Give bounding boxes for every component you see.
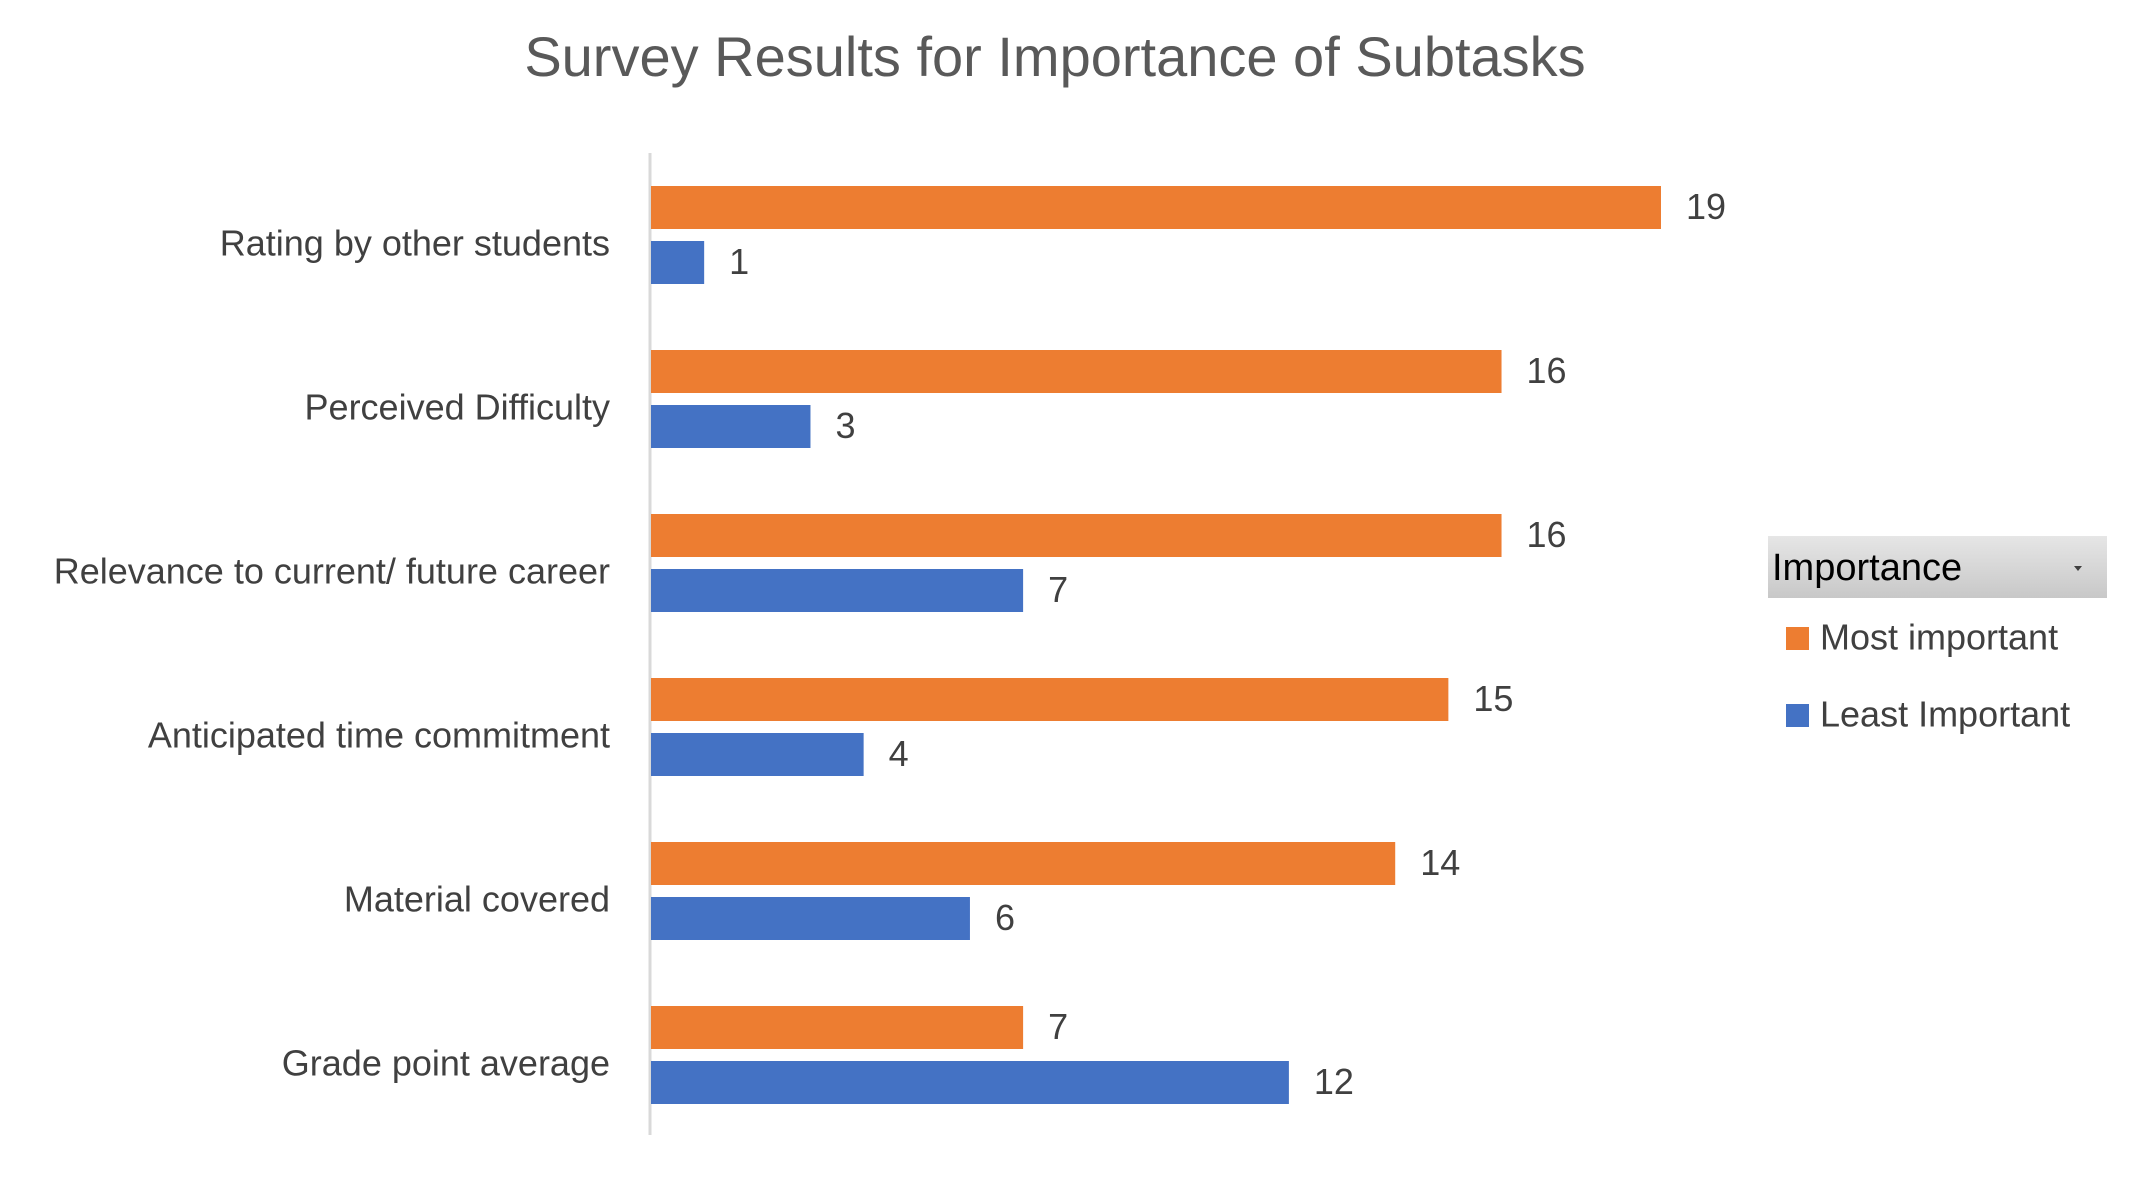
data-label: 16 [1527,350,1567,391]
bar-most-important[interactable] [651,514,1502,557]
legend-label-most-important[interactable]: Most important [1820,617,2058,658]
data-label: 12 [1314,1061,1354,1102]
bar-least-important[interactable] [651,733,864,776]
bar-least-important[interactable] [651,241,705,284]
chart-title: Survey Results for Importance of Subtask… [524,25,1585,88]
legend-swatch-most-important [1786,627,1809,650]
data-label: 3 [835,405,855,446]
labels-layer: Rating by other students 19 1 Perceived Dif… [54,186,1726,1102]
bar-least-important[interactable] [651,405,811,448]
data-label: 19 [1686,186,1726,227]
bar-most-important[interactable] [651,678,1449,721]
dropdown-arrow-icon[interactable] [2074,566,2082,571]
category-label: Anticipated time commitment [148,715,610,756]
data-label: 14 [1420,842,1460,883]
data-label: 1 [729,241,749,282]
legend-items: Most important Least Important [1786,617,2070,735]
category-label: Material covered [344,879,610,920]
data-label: 7 [1048,569,1068,610]
data-label: 15 [1473,678,1513,719]
legend-header[interactable] [1768,536,2107,598]
category-label: Perceived Difficulty [305,387,610,428]
legend-label-least-important[interactable]: Least Important [1820,694,2070,735]
legend-swatch-least-important [1786,704,1809,727]
bar-most-important[interactable] [651,842,1396,885]
bar-least-important[interactable] [651,897,970,940]
bar-most-important[interactable] [651,186,1661,229]
bars-layer [651,186,1661,1104]
data-label: 7 [1048,1006,1068,1047]
category-label: Rating by other students [220,223,610,264]
data-label: 4 [889,733,909,774]
bar-least-important[interactable] [651,1061,1289,1104]
legend[interactable]: Importance Most important Least Important [1768,536,2107,735]
category-label: Grade point average [282,1043,610,1084]
legend-title: Importance [1772,547,1962,589]
bar-most-important[interactable] [651,1006,1024,1049]
data-label: 16 [1527,514,1567,555]
bar-most-important[interactable] [651,350,1502,393]
data-label: 6 [995,897,1015,938]
bar-least-important[interactable] [651,569,1024,612]
category-label: Relevance to current/ future career [54,551,610,592]
